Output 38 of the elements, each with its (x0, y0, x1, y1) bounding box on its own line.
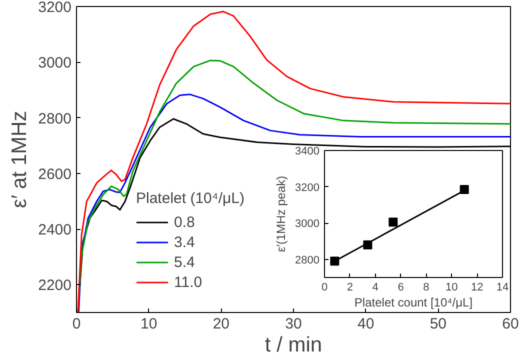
x-axis-title: t / min (264, 334, 322, 356)
x-tick-label: 60 (502, 316, 519, 332)
x-tick-label: 4 (372, 282, 378, 294)
x-tick-label: 40 (357, 316, 374, 332)
y-tick-label: 3000 (38, 54, 72, 72)
x-tick-label: 30 (285, 316, 302, 332)
legend-label: 11.0 (174, 274, 202, 290)
line-series (77, 10, 510, 312)
y-tick-label: 2800 (295, 254, 320, 266)
legend-label: 0.8 (174, 214, 195, 230)
y-tick-label: 3200 (38, 0, 72, 16)
x-tick-label: 2 (346, 282, 353, 294)
x-tick-label: 20 (212, 316, 230, 332)
x-tick-label: 10 (446, 282, 458, 294)
legend-label: 3.4 (174, 234, 195, 250)
point (460, 185, 469, 194)
x-tick-label: 0 (72, 316, 81, 332)
y-tick-label: 2800 (38, 110, 72, 128)
y-tick-label: 3400 (295, 146, 320, 158)
y-tick-label: 2600 (38, 166, 72, 183)
y-axis-title: ε′ at 1MHz (8, 110, 32, 208)
y-tick-label: 2400 (38, 222, 72, 239)
point (330, 256, 340, 266)
x-axis-title: Platelet count [10⁴/μL] (354, 296, 473, 310)
x-tick-label: 0 (321, 282, 328, 294)
y-axis-title: ε′(1MHz peak) (274, 176, 288, 252)
x-tick-label: 50 (430, 316, 447, 332)
point (388, 218, 398, 227)
y-tick-label: 3000 (295, 218, 320, 230)
x-tick-label: 12 (470, 282, 484, 294)
y-tick-label: 3200 (295, 182, 320, 194)
x-tick-label: 8 (423, 282, 430, 294)
x-tick-label: 14 (496, 282, 509, 294)
y-tick-label: 2200 (38, 277, 72, 294)
legend-title: Platelet (10⁴/μL) (136, 190, 244, 207)
x-tick-label: 6 (398, 282, 404, 294)
legend-label: 5.4 (174, 254, 195, 270)
x-tick-label: 10 (140, 316, 158, 332)
